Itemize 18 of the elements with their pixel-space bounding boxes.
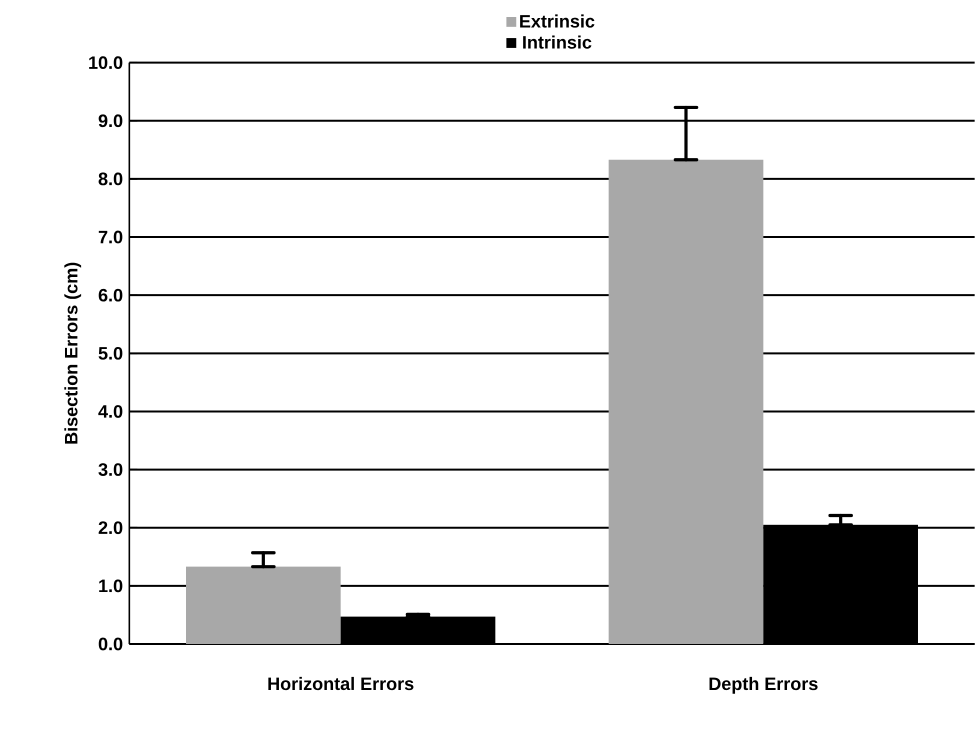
y-tick-label: 6.0 — [98, 288, 122, 302]
y-tick-label: 9.0 — [98, 114, 122, 127]
y-tick-label: 7.0 — [98, 230, 122, 244]
y-tick-label: 3.0 — [98, 463, 122, 476]
legend-label: Extrinsic — [520, 14, 594, 28]
x-tick-label: Depth Errors — [710, 676, 818, 694]
legend-label: Intrinsic — [523, 35, 592, 49]
y-tick-label: 2.0 — [98, 521, 122, 534]
y-axis-title: Bisection Errors (cm) — [64, 262, 82, 444]
y-tick-label: 4.0 — [98, 404, 122, 418]
y-tick-label: 1.0 — [99, 579, 122, 592]
x-tick-label: Horizontal Errors — [268, 676, 414, 690]
y-tick-label: 10.0 — [89, 56, 122, 69]
y-tick-label: 8.0 — [98, 172, 122, 186]
bar — [608, 160, 764, 644]
y-tick-label: 5.0 — [98, 346, 122, 360]
y-tick-label: 0.0 — [98, 637, 122, 650]
bar — [186, 566, 341, 644]
